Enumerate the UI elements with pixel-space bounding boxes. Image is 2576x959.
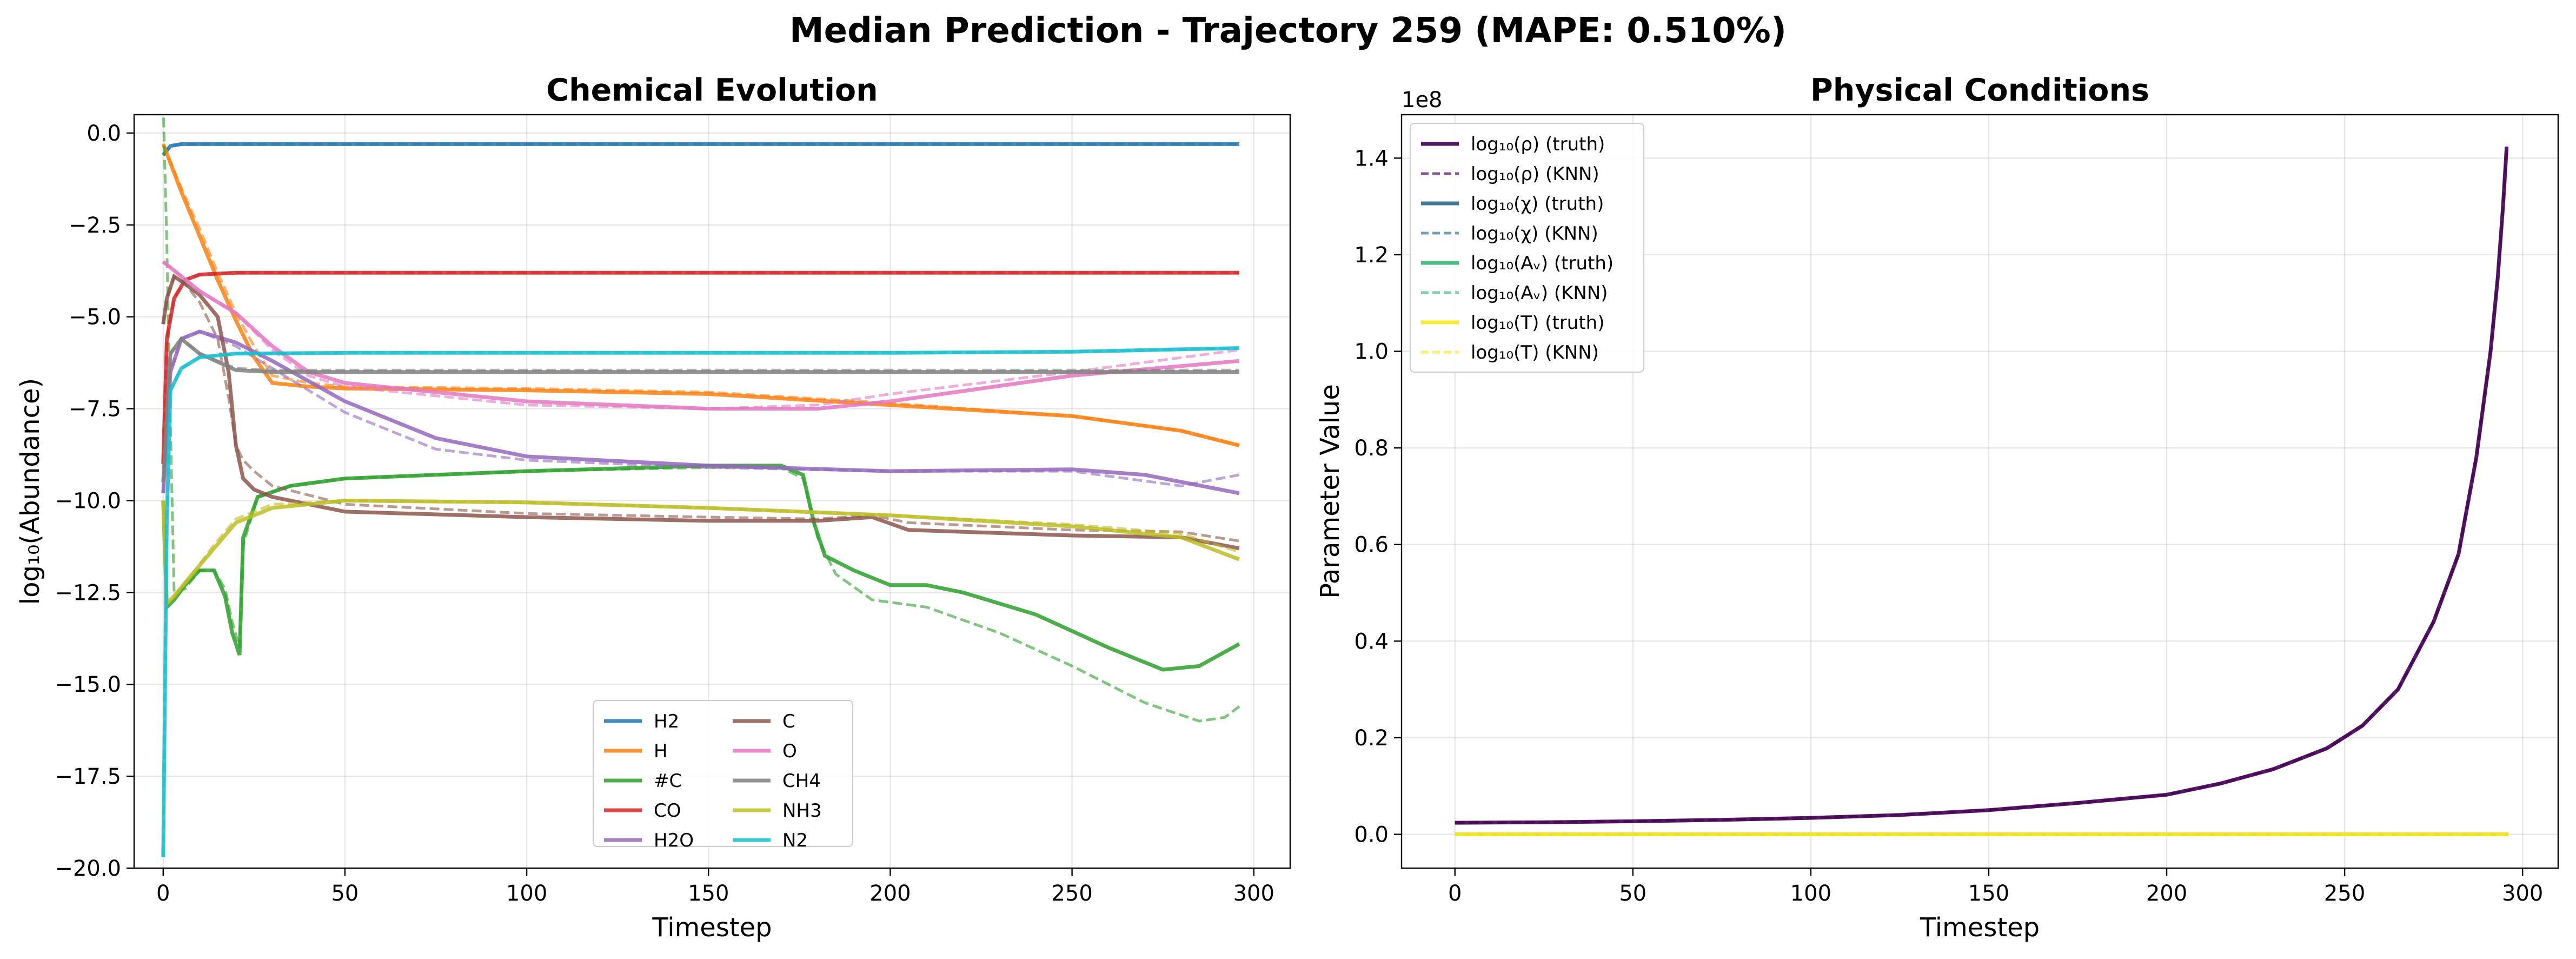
physical-y-axis-label: Parameter Value xyxy=(1315,384,1345,599)
physical-x-tick-label: 150 xyxy=(1968,881,2009,906)
series-h2o-truth-line xyxy=(161,329,1240,495)
legend-label-log-knn: log₁₀(ρ) (KNN) xyxy=(1471,163,1599,185)
physical-x-axis-label: Timestep xyxy=(1920,912,2040,943)
physical-ticks: 0 50 100 150 200 250 300 0.0 0.2 0.4 0.6 0.8 1.0 1.2 1… xyxy=(1354,146,2543,906)
legend-label-nh3: NH3 xyxy=(782,800,822,822)
figure-title: Median Prediction - Trajectory 259 (MAPE… xyxy=(789,11,1787,51)
chemical-y-tick-label: −12.5 xyxy=(55,580,121,605)
chemical-ticks: 0 50 100 150 200 250 300 0.0 −2.5 −5.0 −7.5 −10.0 −1… xyxy=(55,121,1274,906)
chemical-x-tick-label: 300 xyxy=(1233,881,1274,906)
chemical-y-tick-label: 0.0 xyxy=(87,121,121,146)
legend-label-o: O xyxy=(782,740,797,762)
legend-label-h2o: H2O xyxy=(654,830,694,851)
series-nh3-truth-line xyxy=(161,498,1240,609)
physical-x-tick-label: 200 xyxy=(2146,881,2187,906)
physical-conditions-title: Physical Conditions xyxy=(1810,72,2149,108)
legend-label-h2: H2 xyxy=(654,711,679,732)
chemical-y-tick-label: −17.5 xyxy=(55,764,121,789)
chemical-y-tick-label: −10.0 xyxy=(55,488,121,513)
legend-label-c: C xyxy=(782,711,795,732)
physical-y-tick-label: 1.2 xyxy=(1354,243,1389,268)
physical-y-tick-label: 0.0 xyxy=(1354,822,1389,847)
series-c-prediction-line xyxy=(162,274,1240,543)
physical-y-tick-label: 0.4 xyxy=(1354,629,1389,654)
chemical-y-tick-label: −20.0 xyxy=(55,856,121,881)
series-h2-truth-line xyxy=(162,142,1239,156)
physical-x-tick-label: 300 xyxy=(2502,881,2543,906)
physical-conditions-panel: Physical Conditions Timestep Parameter V… xyxy=(1315,72,2559,943)
chemical-x-tick-label: 250 xyxy=(1051,881,1092,906)
physical-y-tick-label: 1.0 xyxy=(1354,340,1389,365)
chemical-x-tick-label: 150 xyxy=(688,881,729,906)
physical-y-offset-label: 1e8 xyxy=(1402,88,1443,113)
chemical-y-tick-label: −5.0 xyxy=(69,305,121,330)
chemical-x-tick-label: 100 xyxy=(506,881,547,906)
series-c-truth-line xyxy=(161,273,1240,551)
physical-y-tick-label: 0.8 xyxy=(1354,436,1389,461)
legend-label-log-truth: log₁₀(ρ) (truth) xyxy=(1471,134,1605,155)
legend-label-log-knn: log₁₀(χ) (KNN) xyxy=(1471,223,1598,244)
series-o-truth-line xyxy=(162,260,1240,411)
chemical-x-tick-label: 200 xyxy=(869,881,911,906)
physical-legend: log₁₀(ρ) (truth) log₁₀(ρ) (KNN) log₁₀(χ) (… xyxy=(1410,123,1644,373)
legend-label-ch4: CH4 xyxy=(782,770,821,792)
legend-label-log-t-knn: log₁₀(T) (KNN) xyxy=(1471,342,1599,363)
legend-label-log-t-truth: log₁₀(T) (truth) xyxy=(1471,312,1604,334)
physical-x-tick-label: 50 xyxy=(1619,881,1646,906)
legend-label-h: H xyxy=(654,740,668,762)
physical-x-tick-label: 100 xyxy=(1790,881,1831,906)
series-log-knn-line xyxy=(1455,147,2508,824)
series-h-truth-line xyxy=(161,143,1240,447)
series-co-truth-line xyxy=(161,270,1239,464)
series-co-prediction-line xyxy=(162,271,1239,464)
legend-label-log-a-truth: log₁₀(Aᵥ) (truth) xyxy=(1471,253,1614,274)
legend-label-n2: N2 xyxy=(782,830,808,851)
physical-x-tick-label: 250 xyxy=(2324,881,2365,906)
chemical-y-tick-label: −15.0 xyxy=(55,672,121,697)
chemical-x-tick-label: 0 xyxy=(156,881,170,906)
chemical-legend: H2 H #C CO H2O CO CH4 NH3 N2 xyxy=(593,700,853,851)
chemical-evolution-panel: Chemical Evolution Timestep log₁₀(Abunda… xyxy=(15,72,1291,943)
chemical-y-tick-label: −7.5 xyxy=(69,397,121,422)
physical-axes-frame xyxy=(1400,114,2559,869)
series-h-prediction-line xyxy=(162,143,1240,447)
chemical-x-axis-label: Timestep xyxy=(652,912,772,943)
legend-label-log-truth: log₁₀(χ) (truth) xyxy=(1471,193,1604,215)
legend-label-log-a-knn: log₁₀(Aᵥ) (KNN) xyxy=(1471,282,1608,304)
series-ch4-prediction-line xyxy=(162,336,1239,482)
series-c-prediction-line xyxy=(162,115,1240,723)
physical-y-tick-label: 0.6 xyxy=(1354,533,1389,558)
physical-y-tick-label: 1.4 xyxy=(1354,146,1389,171)
chemical-y-axis-label: log₁₀(Abundance) xyxy=(15,378,45,605)
chemical-axes-frame xyxy=(133,114,1291,869)
chemical-y-tick-label: −2.5 xyxy=(69,213,121,238)
series-ch4-truth-line xyxy=(161,336,1239,482)
chemical-evolution-title: Chemical Evolution xyxy=(546,72,878,108)
series-n2-truth-line xyxy=(161,346,1239,857)
legend-label-co: CO xyxy=(654,800,681,822)
physical-y-tick-label: 0.2 xyxy=(1354,726,1389,751)
series-c-truth-line xyxy=(161,464,1240,672)
physical-x-tick-label: 0 xyxy=(1448,881,1462,906)
legend-label-c: #C xyxy=(654,770,682,792)
chemical-x-tick-label: 50 xyxy=(331,881,358,906)
